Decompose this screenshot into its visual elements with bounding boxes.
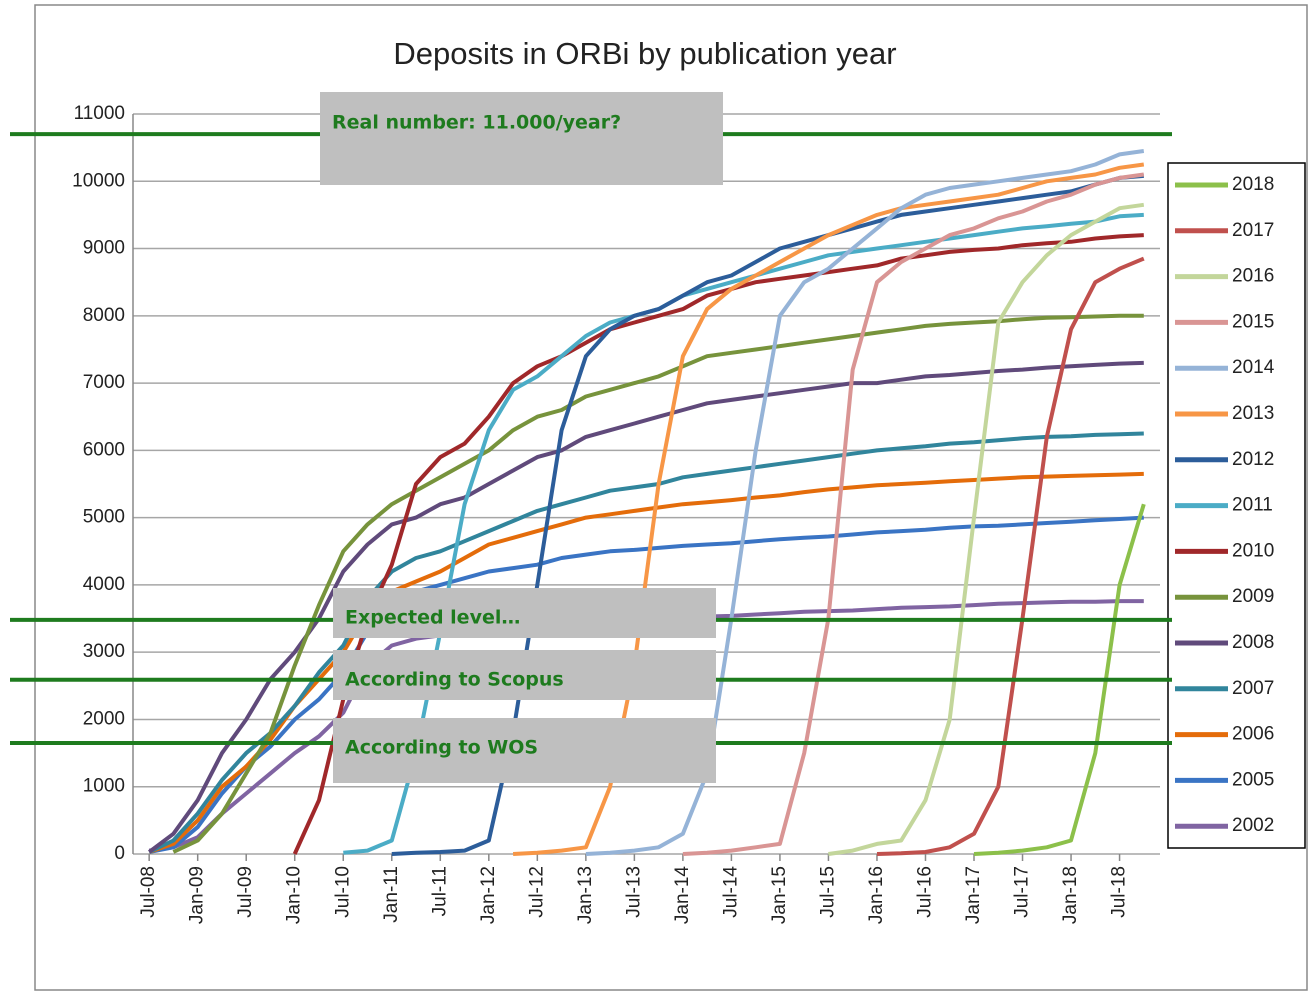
- series-line: [828, 202, 1145, 856]
- x-tick-label: Jul-09: [235, 866, 256, 918]
- y-tick-label: 10000: [72, 170, 125, 191]
- x-tick-label: Jul-17: [1012, 866, 1033, 918]
- y-tick-label: 1000: [83, 776, 125, 797]
- series-line: [682, 172, 1145, 856]
- legend-label: 2006: [1232, 724, 1274, 745]
- x-tick-label: Jul-14: [720, 866, 741, 918]
- annotation-box: [333, 718, 716, 783]
- chart-title: Deposits in ORBi by publication year: [393, 36, 896, 71]
- legend-label: 2011: [1232, 495, 1273, 516]
- series-line: [585, 149, 1145, 856]
- x-tick-label: Jan-18: [1060, 866, 1081, 924]
- legend-label: 2012: [1232, 449, 1274, 470]
- series-line: [343, 212, 1144, 855]
- y-tick-label: 4000: [83, 574, 125, 595]
- series-line: [391, 173, 1144, 856]
- legend-label: 2015: [1232, 311, 1274, 332]
- x-tick-label: Jul-12: [526, 866, 547, 918]
- legend-label: 2005: [1232, 769, 1274, 790]
- legend-label: 2014: [1232, 357, 1275, 378]
- x-tick-label: Jan-15: [769, 866, 790, 924]
- y-tick-label: 11000: [74, 103, 125, 124]
- chart-frame: [34, 4, 1308, 991]
- y-tick-label: 2000: [83, 708, 125, 729]
- x-tick-label: Jan-14: [672, 866, 693, 925]
- legend-label: 2007: [1232, 678, 1274, 699]
- x-tick-label: Jul-08: [138, 866, 159, 918]
- x-tick-label: Jan-16: [866, 866, 887, 924]
- y-tick-label: 7000: [83, 372, 125, 393]
- x-tick-label: Jan-09: [187, 866, 208, 924]
- x-tick-label: Jul-18: [1109, 866, 1130, 918]
- annotation-box: [320, 92, 723, 185]
- x-tick-label: Jan-17: [963, 866, 984, 924]
- legend-label: 2002: [1232, 815, 1274, 836]
- legend-label: 2013: [1232, 403, 1274, 424]
- x-tick-label: Jul-13: [623, 866, 644, 918]
- series-line: [147, 360, 1144, 854]
- x-tick-label: Jul-15: [817, 866, 838, 918]
- legend-label: 2008: [1232, 632, 1274, 653]
- annotation-text: Real number: 11.000/year?: [332, 112, 621, 134]
- annotation-text: According to Scopus: [345, 669, 564, 691]
- legend-label: 2016: [1232, 266, 1274, 287]
- y-tick-label: 9000: [83, 238, 125, 259]
- series-line: [148, 431, 1144, 854]
- series-line: [973, 503, 1146, 856]
- annotation-text: Expected level…: [345, 607, 520, 629]
- series-line: [292, 233, 1144, 855]
- x-tick-label: Jul-10: [332, 866, 353, 918]
- series-line: [148, 515, 1144, 854]
- x-tick-label: Jan-12: [478, 866, 499, 924]
- y-tick-label: 3000: [83, 641, 125, 662]
- x-tick-label: Jul-16: [915, 866, 936, 918]
- series-line: [172, 313, 1144, 854]
- x-tick-label: Jan-10: [284, 866, 305, 924]
- legend-label: 2010: [1232, 540, 1274, 561]
- annotation-box: [333, 650, 716, 700]
- y-tick-label: 6000: [83, 439, 125, 460]
- y-tick-label: 5000: [83, 507, 125, 528]
- legend-label: 2009: [1232, 586, 1274, 607]
- x-tick-label: Jan-11: [381, 866, 402, 923]
- y-tick-label: 0: [114, 843, 125, 864]
- legend-label: 2018: [1232, 174, 1274, 195]
- legend-label: 2017: [1232, 220, 1274, 241]
- series-line: [876, 256, 1145, 856]
- x-tick-label: Jul-11: [429, 866, 450, 916]
- y-tick-label: 8000: [83, 305, 125, 326]
- annotation-box: [333, 588, 716, 638]
- x-tick-label: Jan-13: [575, 866, 596, 924]
- annotation-text: According to WOS: [345, 737, 538, 759]
